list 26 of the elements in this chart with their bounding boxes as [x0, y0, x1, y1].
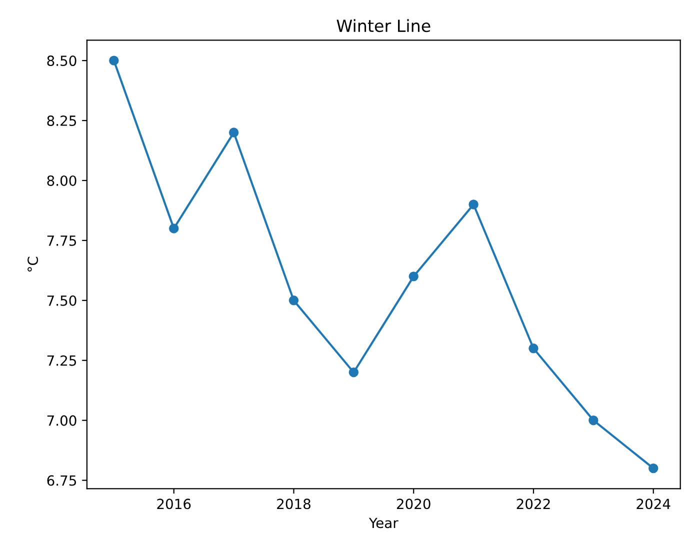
x-axis-title: Year — [368, 518, 398, 528]
x-tick-label: 2018 — [277, 498, 310, 510]
y-tick-label: 7.50 — [47, 295, 76, 306]
y-tick-label: 8.50 — [47, 56, 76, 66]
point — [528, 344, 538, 354]
y-tick-label: 7.75 — [47, 236, 76, 246]
y-tick-label: 8.00 — [47, 175, 76, 186]
point — [468, 200, 478, 210]
y-tick-label: 7.25 — [47, 355, 76, 366]
point — [348, 368, 359, 378]
x-tick-label: 2024 — [636, 498, 670, 510]
y-axis-title: °C — [28, 256, 38, 272]
x-tick-label: 2022 — [516, 498, 550, 510]
y-tick-label: 8.25 — [47, 116, 76, 126]
y-tick-label: 7.00 — [47, 415, 76, 426]
point — [109, 56, 119, 66]
point — [588, 415, 598, 426]
point — [288, 296, 299, 306]
point — [648, 463, 658, 474]
x-tick-label: 2016 — [157, 498, 191, 510]
point — [408, 272, 418, 282]
x-tick-label: 2020 — [396, 498, 430, 510]
chart-title: Winter Line — [336, 19, 430, 32]
point — [168, 224, 179, 234]
point — [228, 128, 239, 138]
y-tick-label: 6.75 — [47, 475, 76, 486]
